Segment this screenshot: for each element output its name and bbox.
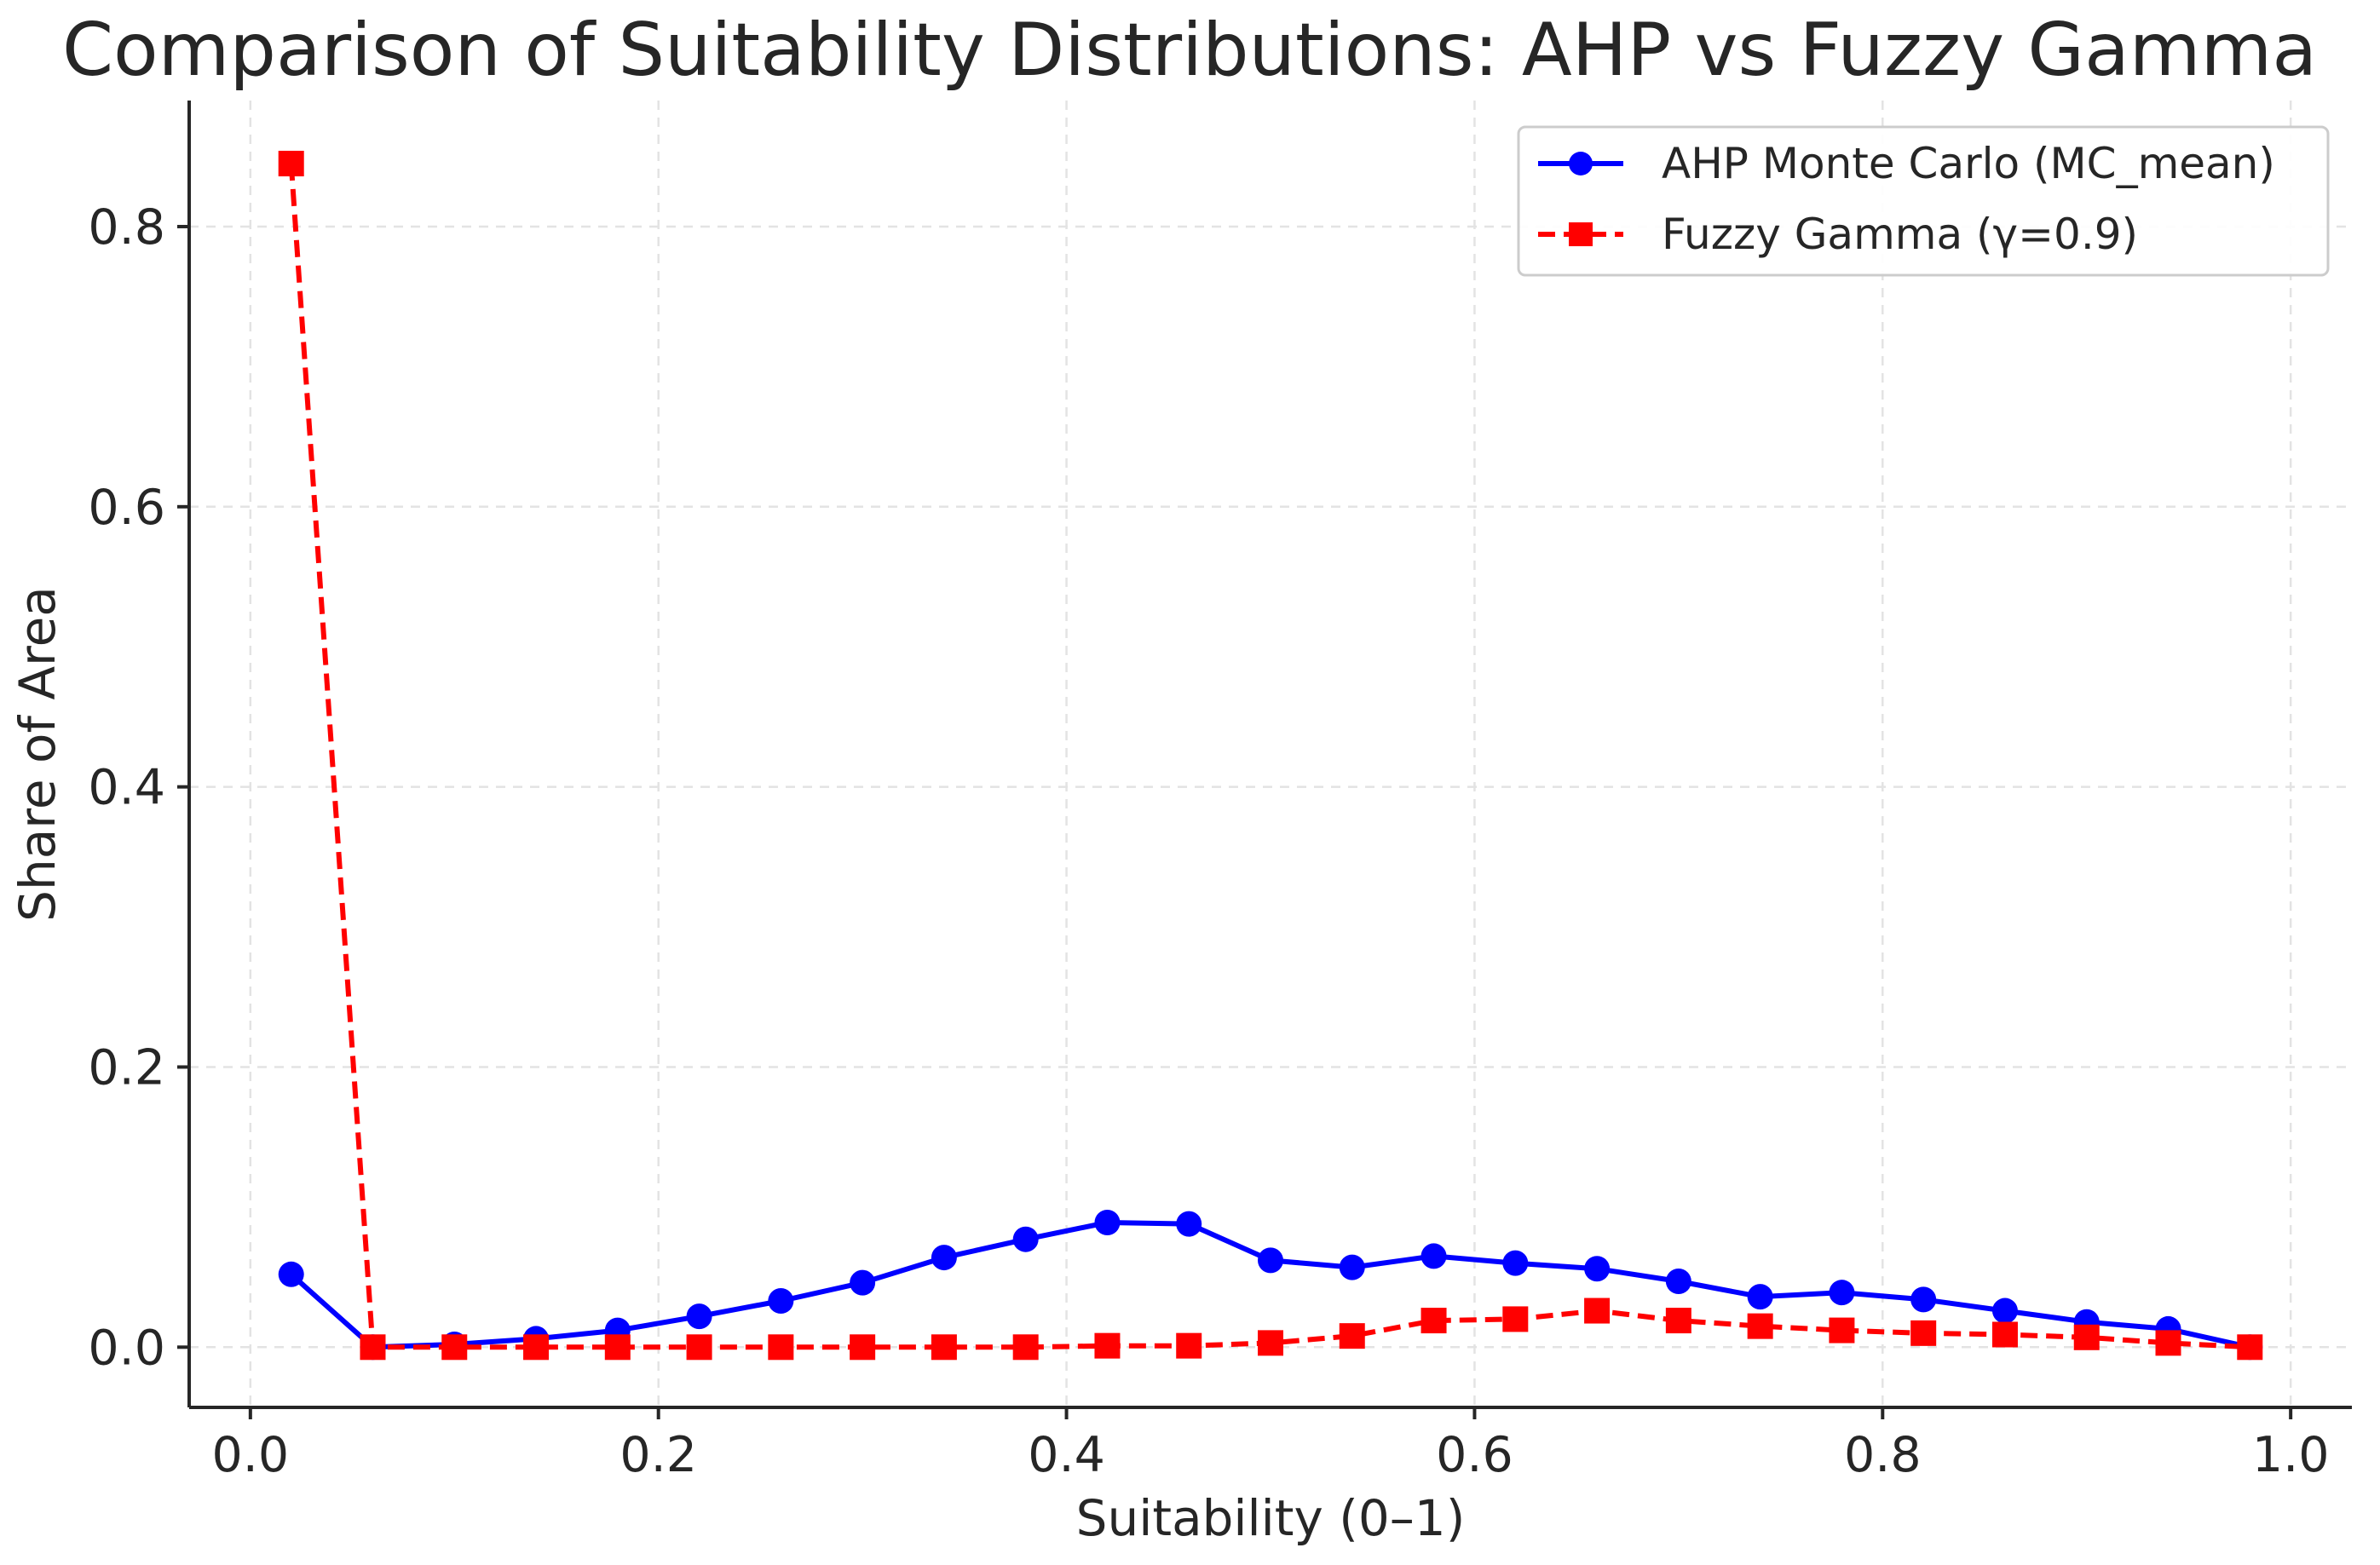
grid [189, 101, 2352, 1407]
data-point [604, 1334, 631, 1361]
data-point [850, 1334, 876, 1361]
data-point [1421, 1308, 1447, 1334]
x-tick-label: 0.8 [1844, 1427, 1922, 1483]
x-tick-label: 0.2 [619, 1427, 697, 1483]
data-point [1991, 1297, 2018, 1324]
data-point [1339, 1254, 1365, 1280]
data-point [686, 1303, 712, 1330]
y-tick-label: 0.8 [88, 199, 165, 256]
x-tick-label: 1.0 [2252, 1427, 2330, 1483]
data-point [931, 1334, 957, 1361]
legend-entry-fuzzy: Fuzzy Gamma (γ=0.9) [1538, 210, 2138, 259]
legend-frame [1517, 125, 2330, 277]
legend-label-fuzzy: Fuzzy Gamma (γ=0.9) [1662, 210, 2138, 259]
data-point [1094, 1209, 1121, 1235]
data-point [1584, 1256, 1611, 1282]
data-point [523, 1334, 550, 1361]
data-point [1910, 1286, 1937, 1313]
y-ticks: 0.0 0.2 0.4 0.6 0.8 [88, 199, 189, 1376]
legend-marker-fuzzy [1569, 222, 1593, 246]
data-point [278, 1261, 304, 1287]
data-point [1991, 1321, 2018, 1348]
data-point [768, 1288, 794, 1315]
legend-entry-ahp: AHP Monte Carlo (MC_mean) [1538, 139, 2275, 188]
x-tick-label: 0.0 [212, 1427, 290, 1483]
legend-label-ahp: AHP Monte Carlo (MC_mean) [1662, 139, 2275, 188]
data-point [1258, 1330, 1283, 1356]
y-tick-label: 0.2 [88, 1039, 165, 1096]
series-fuzzy [278, 150, 2263, 1361]
data-point [1502, 1250, 1529, 1276]
x-ticks: 0.0 0.2 0.4 0.6 0.8 1.0 [212, 1407, 2330, 1483]
x-axis-label: Suitability (0–1) [1076, 1489, 1466, 1547]
data-point [1502, 1306, 1529, 1332]
legend: AHP Monte Carlo (MC_mean) Fuzzy Gamma (γ… [1517, 125, 2330, 277]
data-point [1747, 1313, 1773, 1339]
series-line [289, 1220, 2250, 1350]
data-point [768, 1334, 794, 1361]
data-point [441, 1334, 468, 1361]
series-line [288, 163, 2250, 1350]
data-point [1421, 1243, 1447, 1269]
data-point [850, 1269, 876, 1296]
data-point [1665, 1269, 1691, 1295]
data-point [360, 1334, 386, 1361]
x-tick-label: 0.4 [1028, 1427, 1105, 1483]
data-point [2073, 1324, 2100, 1350]
data-point [1747, 1284, 1773, 1310]
data-point [278, 150, 304, 176]
y-tick-label: 0.6 [88, 480, 165, 536]
series [278, 150, 2263, 1361]
data-point [931, 1245, 957, 1271]
data-point [1176, 1332, 1202, 1359]
data-point [1665, 1308, 1691, 1334]
data-point [1094, 1332, 1121, 1359]
y-tick-label: 0.4 [88, 760, 165, 816]
data-point [1258, 1247, 1283, 1274]
y-tick-label: 0.0 [88, 1320, 165, 1376]
data-point [1012, 1226, 1039, 1252]
data-point [1584, 1297, 1611, 1324]
data-point [686, 1334, 712, 1361]
data-point [1176, 1211, 1202, 1237]
data-point [1829, 1317, 1855, 1343]
y-axis-label: Share of Area [9, 586, 66, 922]
data-point [1829, 1280, 1855, 1306]
x-tick-label: 0.6 [1436, 1427, 1513, 1483]
data-point [1339, 1323, 1365, 1349]
axes [187, 101, 2352, 1409]
data-point [2155, 1330, 2181, 1356]
legend-marker-ahp [1569, 152, 1593, 175]
chart-title: Comparison of Suitability Distributions:… [62, 8, 2317, 93]
data-point [1910, 1320, 1937, 1346]
data-point [1012, 1334, 1039, 1361]
data-point [2237, 1334, 2263, 1361]
